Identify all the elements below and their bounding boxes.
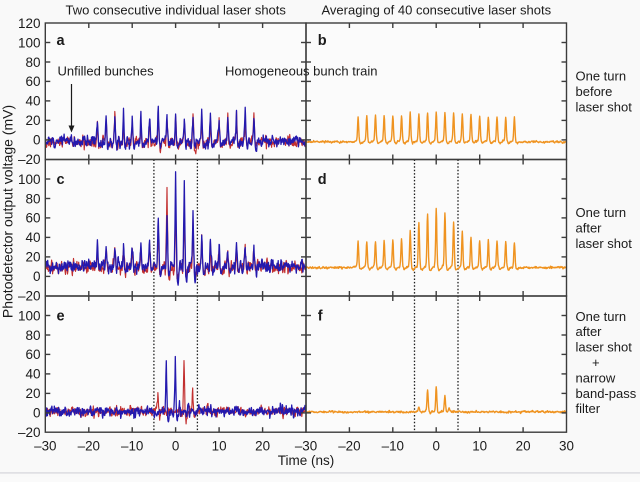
svg-text:narrow: narrow — [576, 370, 616, 385]
svg-text:+: + — [592, 355, 600, 370]
svg-text:laser shot: laser shot — [576, 340, 633, 355]
svg-text:0: 0 — [33, 406, 41, 421]
svg-text:One turn: One turn — [576, 205, 627, 220]
svg-text:100: 100 — [18, 172, 41, 187]
svg-text:a: a — [57, 33, 66, 49]
svg-text:–30: –30 — [34, 438, 56, 453]
svg-text:80: 80 — [25, 55, 40, 70]
svg-text:band-pass: band-pass — [576, 386, 637, 401]
svg-text:80: 80 — [25, 191, 40, 206]
svg-text:–10: –10 — [121, 438, 143, 453]
svg-text:–10: –10 — [382, 438, 404, 453]
svg-text:Photodetector output voltage (: Photodetector output voltage (mV) — [0, 105, 16, 318]
svg-text:0: 0 — [33, 269, 41, 284]
svg-text:laser shot: laser shot — [576, 236, 633, 251]
svg-text:filter: filter — [576, 401, 601, 416]
svg-text:d: d — [318, 172, 327, 188]
svg-text:One turn: One turn — [576, 309, 627, 324]
svg-text:c: c — [57, 172, 65, 188]
svg-text:Averaging of 40 consecutive la: Averaging of 40 consecutive laser shots — [322, 3, 552, 18]
svg-text:80: 80 — [25, 328, 40, 343]
svg-text:120: 120 — [18, 16, 41, 31]
svg-text:20: 20 — [25, 250, 40, 265]
svg-text:b: b — [318, 33, 327, 49]
svg-text:–20: –20 — [18, 425, 41, 440]
svg-text:f: f — [318, 309, 323, 325]
svg-text:20: 20 — [255, 438, 270, 453]
svg-text:100: 100 — [18, 35, 41, 50]
svg-text:60: 60 — [25, 211, 40, 226]
svg-text:Time (ns): Time (ns) — [278, 453, 335, 468]
svg-text:Unfilled bunches: Unfilled bunches — [58, 64, 155, 79]
svg-text:0: 0 — [432, 438, 439, 453]
svg-text:after: after — [576, 220, 603, 235]
svg-text:30: 30 — [559, 438, 574, 453]
svg-text:40: 40 — [25, 94, 40, 109]
svg-text:0: 0 — [33, 133, 41, 148]
svg-text:Homogeneous bunch train: Homogeneous bunch train — [225, 64, 378, 79]
svg-text:0: 0 — [172, 438, 179, 453]
svg-text:after: after — [576, 324, 603, 339]
svg-text:Two consecutive individual las: Two consecutive individual laser shots — [66, 3, 287, 18]
svg-text:e: e — [57, 309, 65, 325]
svg-text:60: 60 — [25, 347, 40, 362]
svg-text:One turn: One turn — [576, 69, 627, 84]
svg-text:40: 40 — [25, 367, 40, 382]
svg-text:–20: –20 — [338, 438, 360, 453]
svg-text:20: 20 — [25, 113, 40, 128]
svg-text:100: 100 — [18, 308, 41, 323]
svg-text:–20: –20 — [18, 289, 41, 304]
svg-text:20: 20 — [25, 386, 40, 401]
svg-text:10: 10 — [212, 438, 227, 453]
svg-text:40: 40 — [25, 230, 40, 245]
svg-text:–20: –20 — [78, 438, 100, 453]
svg-text:laser shot: laser shot — [576, 99, 633, 114]
svg-text:60: 60 — [25, 74, 40, 89]
svg-text:–20: –20 — [18, 152, 41, 167]
svg-text:–30: –30 — [295, 438, 317, 453]
svg-text:20: 20 — [516, 438, 531, 453]
svg-text:10: 10 — [472, 438, 487, 453]
svg-text:before: before — [576, 84, 613, 99]
